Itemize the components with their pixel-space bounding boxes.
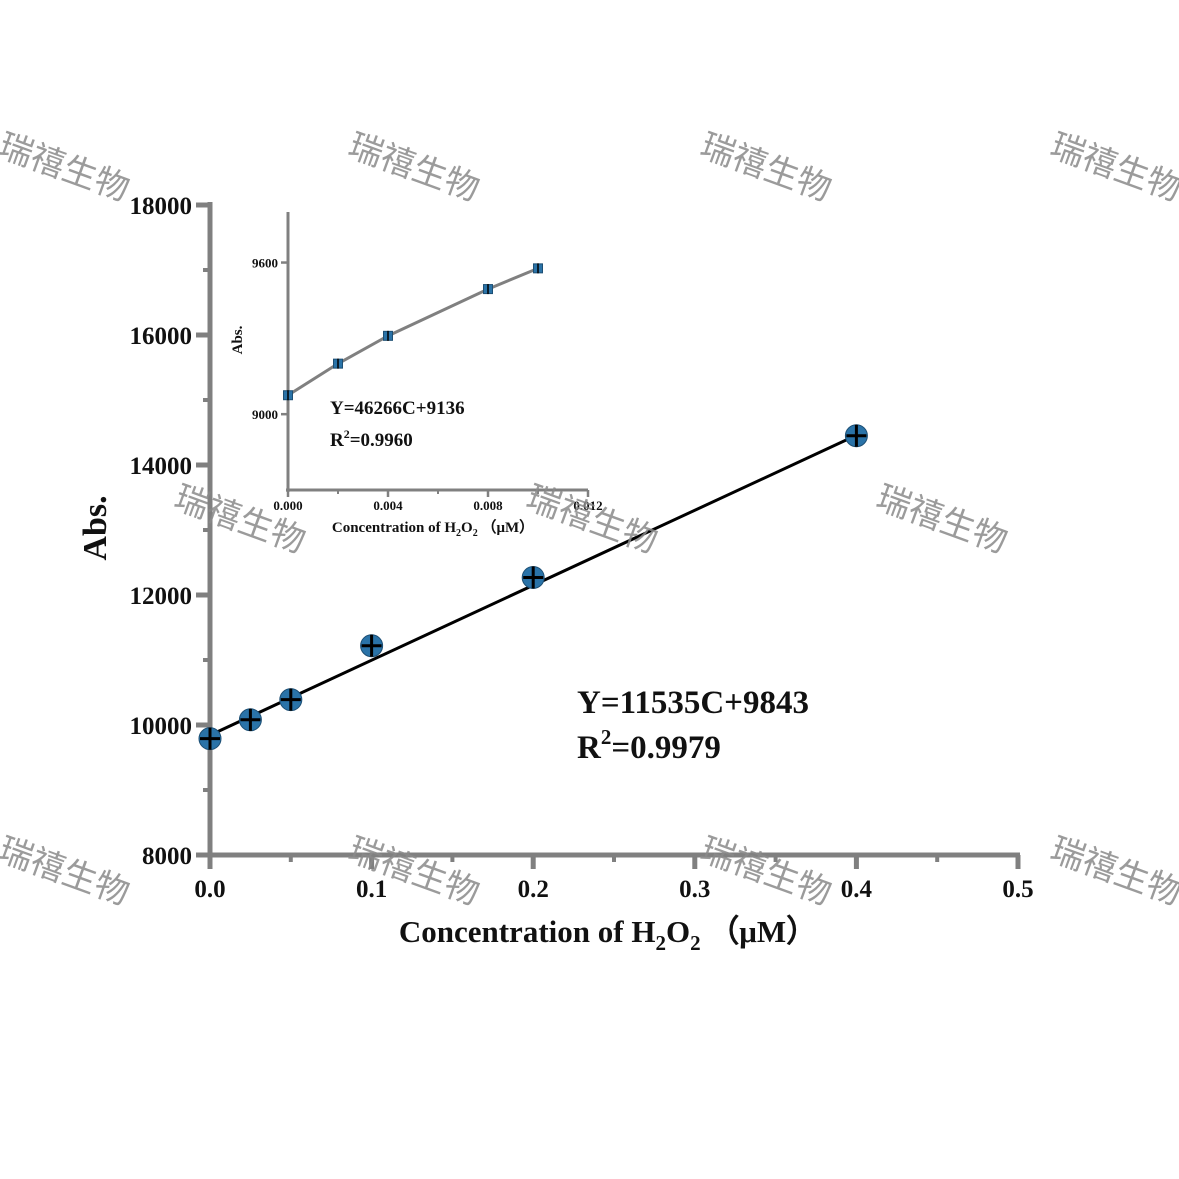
- inset-y-tick-label: 9600: [252, 256, 278, 271]
- watermark-text: 瑞禧生物: [1045, 126, 1179, 210]
- inset-y-axis-title: Abs.: [230, 325, 246, 354]
- r2-prefix: R: [577, 730, 602, 766]
- inset-x-title-subscript: 2: [473, 528, 478, 539]
- x-title-unit: （μM）: [701, 914, 818, 949]
- inset-data-point: [383, 330, 393, 341]
- inset-data-point: [533, 263, 543, 274]
- main-y-axis-title: Abs.: [77, 495, 114, 560]
- watermark-text: 瑞禧生物: [1045, 830, 1179, 914]
- x-title-text: Concentration of H: [399, 914, 656, 949]
- main-y-tick-label: 14000: [130, 453, 193, 480]
- main-data-point: [844, 424, 868, 448]
- main-data-point: [238, 708, 262, 732]
- main-data-point: [198, 727, 222, 751]
- watermark-text: 瑞禧生物: [871, 478, 1012, 562]
- main-x-tick-label: 0.2: [518, 876, 549, 903]
- inset-r2-prefix: R: [330, 430, 344, 451]
- inset-data-point: [333, 358, 343, 369]
- main-y-tick-label: 8000: [142, 843, 192, 870]
- main-y-tick-label: 18000: [130, 193, 193, 220]
- watermark-text: 瑞禧生物: [695, 126, 836, 210]
- watermark-text: 瑞禧生物: [0, 126, 135, 210]
- x-title-subscript: 2: [690, 931, 701, 955]
- inset-x-title-text: O: [461, 520, 473, 536]
- r2-superscript: 2: [601, 725, 612, 749]
- inset-x-tick-label: 0.008: [473, 498, 503, 513]
- watermark-text: 瑞禧生物: [695, 830, 836, 914]
- main-x-tick-label: 0.1: [356, 876, 387, 903]
- inset-data-point: [483, 284, 493, 295]
- inset-plot: 9000 9600 0.000 0.004 0.008 0.012 Abs. Concentr…: [230, 212, 603, 539]
- main-equation: Y=11535C+9843: [577, 685, 809, 721]
- inset-x-axis-title: Concentration of H2O2 （μM）: [332, 518, 534, 539]
- main-data-point: [279, 688, 303, 712]
- watermark-text: 瑞禧生物: [521, 478, 662, 562]
- main-r-squared: R2=0.9979: [577, 725, 721, 766]
- main-y-tick-label: 12000: [130, 583, 193, 610]
- main-data-point: [521, 565, 545, 589]
- main-plot: 8000 10000 12000 14000 16000 18000 0.0 0.1 0.2 0.…: [77, 193, 1034, 955]
- main-x-tick-label: 0.3: [679, 876, 710, 903]
- inset-series-line: [287, 266, 539, 397]
- inset-x-title-unit: （μM）: [478, 518, 534, 536]
- inset-r2-superscript: 2: [344, 427, 350, 441]
- inset-data-point: [283, 390, 293, 401]
- watermark-text: 瑞禧生物: [343, 126, 484, 210]
- main-x-axis-title: Concentration of H2O2 （μM）: [399, 914, 817, 955]
- main-y-tick-label: 16000: [130, 323, 193, 350]
- main-x-tick-label: 0.0: [194, 876, 225, 903]
- inset-r-squared: R2=0.9960: [330, 427, 413, 451]
- inset-x-tick-label: 0.012: [573, 498, 602, 513]
- inset-y-tick-label: 9000: [252, 407, 278, 422]
- main-x-tick-label: 0.4: [841, 876, 873, 903]
- r2-value: =0.9979: [611, 730, 721, 766]
- inset-x-tick-label: 0.000: [273, 498, 302, 513]
- inset-x-tick-label: 0.004: [373, 498, 403, 513]
- inset-equation: Y=46266C+9136: [330, 398, 465, 419]
- inset-x-title-text: Concentration of H: [332, 520, 456, 536]
- inset-r2-value: =0.9960: [350, 430, 413, 451]
- x-title-subscript: 2: [655, 931, 666, 955]
- main-y-tick-label: 10000: [130, 713, 193, 740]
- x-title-text: O: [666, 914, 690, 949]
- inset-x-title-subscript: 2: [456, 528, 461, 539]
- main-x-tick-label: 0.5: [1002, 876, 1033, 903]
- watermark-text: 瑞禧生物: [0, 830, 135, 914]
- main-data-point: [360, 634, 384, 658]
